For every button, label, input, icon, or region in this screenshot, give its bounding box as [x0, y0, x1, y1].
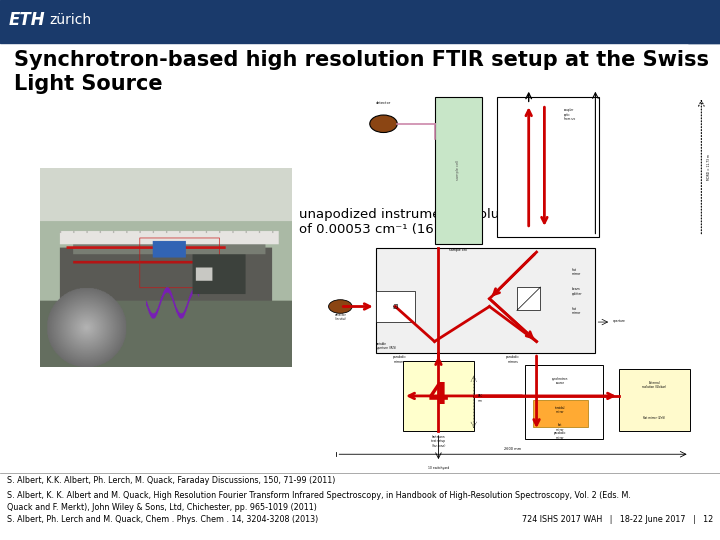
Text: flat
mirror: flat mirror: [556, 423, 564, 432]
Bar: [0, 40, 720, 43]
Text: unapodized instrument resolution
of 0.00053 cm⁻¹ (16 MHz): unapodized instrument resolution of 0.00…: [299, 208, 525, 236]
Text: ETH: ETH: [9, 11, 45, 29]
Bar: [688, 40, 720, 43]
Text: Ø: Ø: [392, 303, 398, 309]
Text: sample cell: sample cell: [449, 248, 467, 252]
Text: S. Albert, K. K. Albert and M. Quack, High Resolution Fourier Transform Infrared: S. Albert, K. K. Albert and M. Quack, Hi…: [7, 491, 631, 501]
Text: 4: 4: [428, 381, 449, 410]
Text: aperture: aperture: [613, 319, 626, 323]
Bar: [619, 369, 690, 431]
Text: detector: detector: [376, 102, 391, 105]
Text: synchrotron
source: synchrotron source: [552, 377, 568, 385]
Text: parabolic
mirrors: parabolic mirrors: [392, 355, 406, 364]
Ellipse shape: [328, 300, 352, 313]
Text: parabolic
mirror: parabolic mirror: [554, 431, 567, 440]
Text: toroidal
mirror: toroidal mirror: [555, 406, 565, 414]
Text: beam
splitter: beam splitter: [572, 287, 582, 296]
Text: 724 ISHS 2017 WAH   |   18-22 June 2017   |   12: 724 ISHS 2017 WAH | 18-22 June 2017 | 12: [521, 515, 713, 524]
Text: hartmann
test setup
(far zone): hartmann test setup (far zone): [431, 435, 446, 448]
Ellipse shape: [370, 115, 397, 132]
Text: flat
mirror: flat mirror: [572, 307, 581, 315]
Text: coupler
optic
from src: coupler optic from src: [564, 108, 575, 122]
Text: flat mirror (ZnS): flat mirror (ZnS): [643, 416, 665, 420]
Text: 2600 mm: 2600 mm: [505, 447, 521, 451]
Text: 10 switchyard: 10 switchyard: [428, 466, 449, 470]
Bar: [435, 97, 482, 244]
Text: variable
aperture (IRIS): variable aperture (IRIS): [376, 342, 396, 350]
Bar: [533, 400, 588, 427]
Bar: [525, 365, 603, 438]
Text: Quack and F. Merkt), John Wiley & Sons, Ltd, Chichester, pp. 965-1019 (2011): Quack and F. Merkt), John Wiley & Sons, …: [7, 503, 317, 512]
Text: MORD = 11.73 m: MORD = 11.73 m: [707, 153, 711, 179]
Bar: [376, 291, 415, 322]
Text: S. Albert, K.K. Albert, Ph. Lerch, M. Quack, Faraday Discussions, 150, 71-99 (20: S. Albert, K.K. Albert, Ph. Lerch, M. Qu…: [7, 476, 336, 485]
Text: BBC
mm: BBC mm: [477, 394, 483, 403]
Bar: [376, 248, 595, 353]
Text: S. Albert, Ph. Lerch and M. Quack, Chem . Phys. Chem . 14, 3204-3208 (2013): S. Albert, Ph. Lerch and M. Quack, Chem …: [7, 515, 318, 524]
Bar: [498, 97, 599, 237]
Text: parabolic
mirrors: parabolic mirrors: [506, 355, 520, 364]
Text: sample cell: sample cell: [456, 160, 460, 180]
Text: Synchrotron-based high resolution FTIR setup at the Swiss
Light Source: Synchrotron-based high resolution FTIR s…: [14, 50, 709, 94]
Text: detector
(in situ): detector (in situ): [335, 313, 346, 321]
Bar: [403, 361, 474, 431]
Bar: [517, 287, 541, 310]
Bar: [0, 0, 720, 40]
Text: zürich: zürich: [49, 14, 91, 27]
Text: External
radiation (Globar): External radiation (Globar): [642, 381, 667, 389]
Text: flat
mirror: flat mirror: [572, 268, 581, 276]
